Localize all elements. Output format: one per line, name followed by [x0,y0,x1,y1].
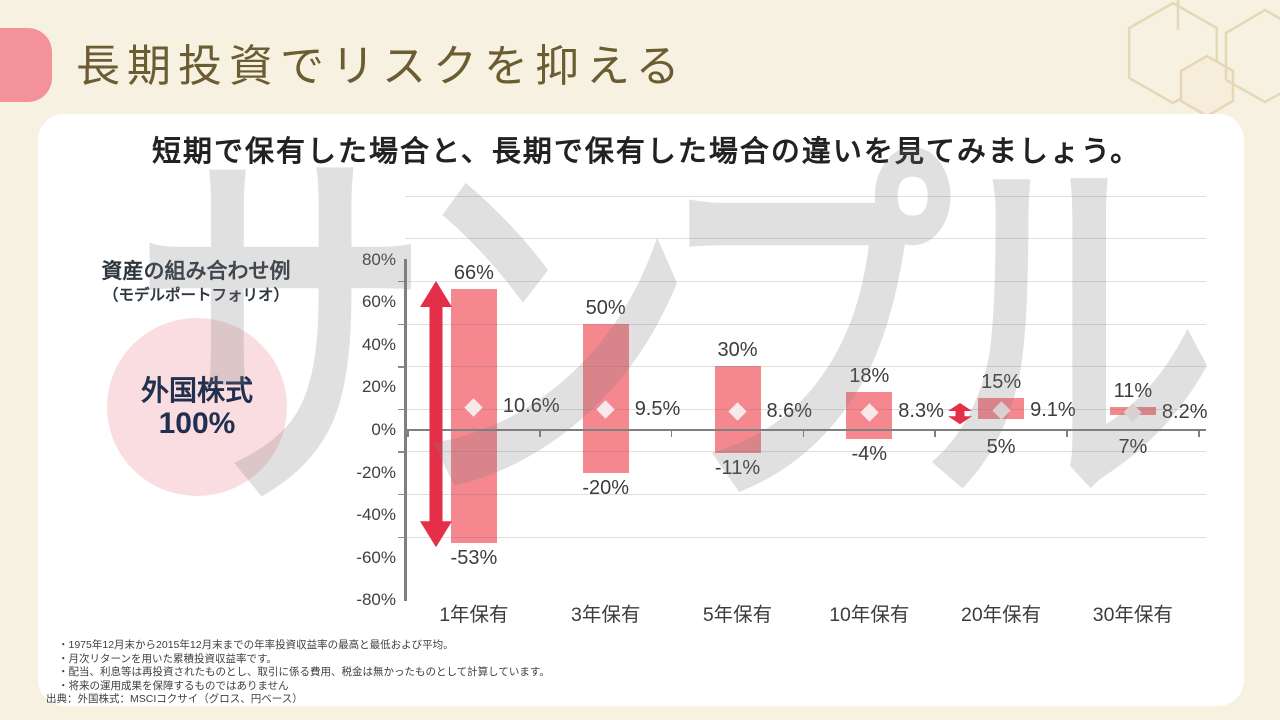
header-accent-shape [0,28,52,102]
portfolio-heading: 資産の組み合わせ例 [101,260,291,283]
y-axis-tick [398,451,404,453]
category-label: 30年保有 [1092,604,1173,626]
average-label: 8.3% [898,400,944,423]
y-axis-label: 20% [361,377,396,397]
hexagon-partial [1224,8,1280,104]
category-label: 10年保有 [829,604,910,626]
allocation-name: 外国株式 [140,374,253,406]
average-label: 8.2% [1161,400,1208,423]
y-axis-tick [398,366,404,368]
x-axis-tick [802,430,805,437]
low-label: -11% [714,457,761,480]
average-label: 10.6% [502,395,560,418]
gridline [405,408,1206,410]
x-axis-tick [670,430,673,437]
footnote-source: 出典：外国株式：MSCIコクサイ（グロス、円ベース） [46,693,303,705]
x-axis-tick [1066,430,1068,437]
gridline [405,366,1206,368]
category-label: 5年保有 [702,604,773,626]
y-axis-tick [398,408,404,411]
y-axis-label: 60% [361,292,396,312]
x-axis-tick [539,430,541,437]
x-axis-tick [407,430,409,437]
low-label: 7% [1118,436,1148,458]
high-label: 18% [849,364,890,387]
risk-range-arrow [948,403,973,425]
y-axis-label: -40% [356,505,396,525]
category-label: 20年保有 [960,604,1042,626]
gridline [405,195,1206,197]
average-label: 9.1% [1030,398,1076,421]
footnote-line: ・1975年12月末から2015年12月末までの年率投資収益率の最高と最低および… [58,639,454,651]
y-axis-label: 40% [361,334,396,354]
hexagon-large [1127,1,1219,105]
high-label: 15% [981,371,1022,394]
risk-range-arrow [419,280,452,548]
average-label: 9.5% [634,397,681,420]
allocation-circle: 外国株式 100% [107,318,287,496]
low-label: -20% [582,476,630,499]
subtitle: 短期で保有した場合と、長期で保有した場合の違いを見てみましょう。 [152,136,1142,168]
y-axis-label: 80% [361,249,396,269]
gridline [405,238,1206,240]
allocation-value: 100% [158,406,236,440]
range-bar [582,323,629,473]
y-axis-tick [398,493,404,496]
y-axis-label: -60% [356,547,396,567]
footnotes: ・1975年12月末から2015年12月末までの年率投資収益率の最高と最低および… [46,639,550,707]
gridline [405,536,1206,538]
x-axis-tick [934,430,936,437]
gridline [405,493,1206,495]
y-axis-label: -20% [356,462,396,482]
high-label: 50% [585,296,626,319]
y-axis-label: -80% [356,590,396,610]
y-axis-tick [398,280,404,283]
category-label: 3年保有 [571,604,641,626]
average-label: 8.6% [766,399,813,422]
y-axis-tick [398,323,404,325]
x-axis-line [405,429,1206,431]
low-label: -4% [851,442,888,465]
hexagon-small [1179,54,1235,115]
footnote-line: ・将来の運用成果を保障するものではありません [58,679,289,692]
y-axis-label: 0% [371,420,396,439]
footnote-line: ・配当、利息等は再投資されたものとし、取引に係る費用、税金は無かったものとして計… [58,666,550,678]
y-axis-line [404,259,407,601]
gridline [405,280,1206,282]
page-title: 長期投資でリスクを抑える [76,42,687,91]
high-label: 11% [1113,379,1153,402]
x-axis-tick [1198,430,1200,437]
portfolio-subheading: （モデルポートフォリオ） [102,287,289,304]
high-label: 66% [453,262,494,285]
footnote-line: ・月次リターンを用いた累積投資収益率です。 [58,652,277,665]
low-label: -53% [450,546,498,569]
category-label: 1年保有 [439,604,509,626]
gridline [405,451,1206,453]
y-axis-tick [398,536,404,538]
high-label: 30% [717,339,758,362]
gridline [405,323,1206,325]
hexagon-decoration [1127,0,1280,115]
low-label: 5% [986,436,1016,458]
